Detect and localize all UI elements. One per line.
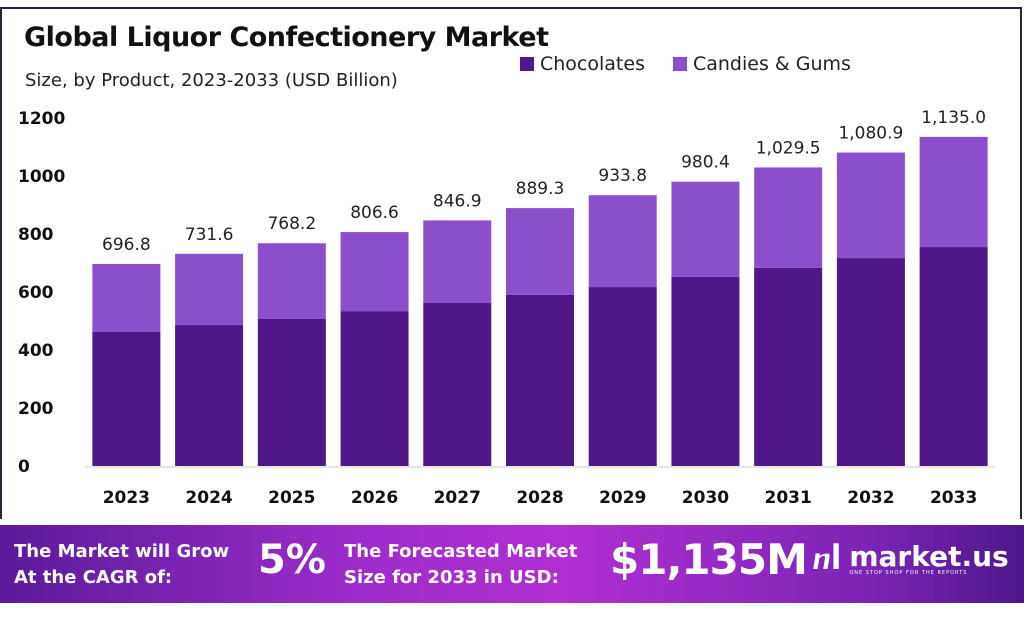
data-label: 731.6: [185, 225, 234, 245]
x-tick-label: 2024: [185, 488, 232, 508]
cagr-label-line1: The Market will Grow: [14, 541, 230, 562]
chart-frame: [0, 7, 1022, 519]
legend-swatch-chocolates: [520, 57, 534, 71]
bar-chocolates: [919, 247, 988, 466]
bar-chocolates: [92, 332, 161, 466]
x-tick-label: 2029: [599, 488, 646, 508]
logo-mark-icon: ⴖꟾ: [812, 543, 842, 576]
bar-candies-gums: [175, 253, 244, 326]
data-label: 980.4: [681, 153, 730, 173]
forecast-label-line1: The Forecasted Market: [344, 541, 578, 562]
x-tick-label: 2025: [268, 488, 315, 508]
bar-candies-gums: [92, 263, 161, 333]
data-label: 1,080.9: [838, 124, 903, 144]
x-tick-label: 2032: [847, 488, 894, 508]
bar-chocolates: [836, 258, 905, 466]
bar-candies-gums: [506, 208, 574, 295]
legend-label: Candies & Gums: [692, 53, 851, 75]
forecast-value: $1,135M: [610, 535, 808, 584]
x-tick-label: 2027: [434, 488, 481, 508]
legend-item-candies-gums: Candies & Gums: [672, 53, 851, 75]
data-label: 1,135.0: [921, 108, 986, 128]
chart-subtitle: Size, by Product, 2023-2033 (USD Billion…: [25, 70, 398, 91]
data-label: 696.8: [102, 235, 151, 255]
bar-chocolates: [588, 287, 657, 466]
forecast-label-line2: Size for 2033 in USD:: [344, 567, 559, 588]
y-tick-label: 1200: [18, 109, 65, 129]
logo-text: market.us: [849, 539, 1009, 573]
bar-chart: 0 200 400 600 800 1000 1200 696.8 2023 731.6 2024 7…: [18, 108, 995, 508]
bar-candies-gums: [671, 181, 740, 277]
bar-chocolates: [506, 294, 574, 466]
market-us-logo: ⴖꟾ market.us ONE STOP SHOP FOR THE REPOR…: [812, 539, 1009, 576]
cagr-label: The Market will Grow At the CAGR of:: [14, 539, 229, 591]
bar-candies-gums: [340, 232, 409, 312]
bar-candies-gums: [423, 220, 492, 304]
data-label: 1,029.5: [756, 138, 821, 158]
data-label: 846.9: [433, 191, 482, 211]
x-tick-label: 2033: [930, 488, 977, 508]
cagr-label-line2: At the CAGR of:: [14, 567, 173, 588]
x-tick-label: 2026: [351, 488, 398, 508]
x-tick-label: 2023: [103, 488, 150, 508]
x-tick-label: 2028: [516, 488, 563, 508]
data-label: 933.8: [598, 166, 647, 186]
chart-title: Global Liquor Confectionery Market: [24, 22, 549, 53]
forecast-label: The Forecasted Market Size for 2033 in U…: [344, 539, 577, 591]
y-tick-label: 1000: [18, 167, 65, 187]
bar-chocolates: [257, 318, 326, 466]
legend: Chocolates Candies & Gums: [520, 53, 851, 75]
x-tick-label: 2031: [765, 488, 812, 508]
legend-label: Chocolates: [540, 53, 645, 75]
bar-candies-gums: [257, 243, 326, 319]
y-tick-label: 0: [18, 457, 30, 477]
bar-candies-gums: [754, 167, 823, 268]
cagr-value: 5%: [258, 537, 326, 583]
data-label: 806.6: [350, 203, 399, 223]
legend-item-chocolates: Chocolates: [520, 53, 645, 75]
y-tick-label: 800: [18, 225, 54, 245]
y-tick-label: 200: [18, 399, 54, 419]
legend-swatch-candies-gums: [672, 57, 687, 71]
bar-chocolates: [423, 303, 492, 466]
bar-chocolates: [671, 276, 740, 466]
bar-candies-gums: [588, 195, 657, 288]
y-tick-label: 600: [18, 283, 54, 303]
bar-candies-gums: [919, 136, 988, 248]
bar-chocolates: [175, 325, 244, 466]
bar-candies-gums: [836, 152, 905, 259]
x-tick-label: 2030: [682, 488, 729, 508]
y-tick-label: 400: [18, 341, 54, 361]
bar-chocolates: [754, 267, 823, 466]
logo-tagline: ONE STOP SHOP FOR THE REPORTS: [849, 569, 968, 576]
data-label: 889.3: [516, 179, 565, 199]
bar-chocolates: [340, 311, 409, 466]
summary-banner: The Market will Grow At the CAGR of: 5% …: [0, 525, 1024, 603]
data-label: 768.2: [267, 214, 316, 234]
